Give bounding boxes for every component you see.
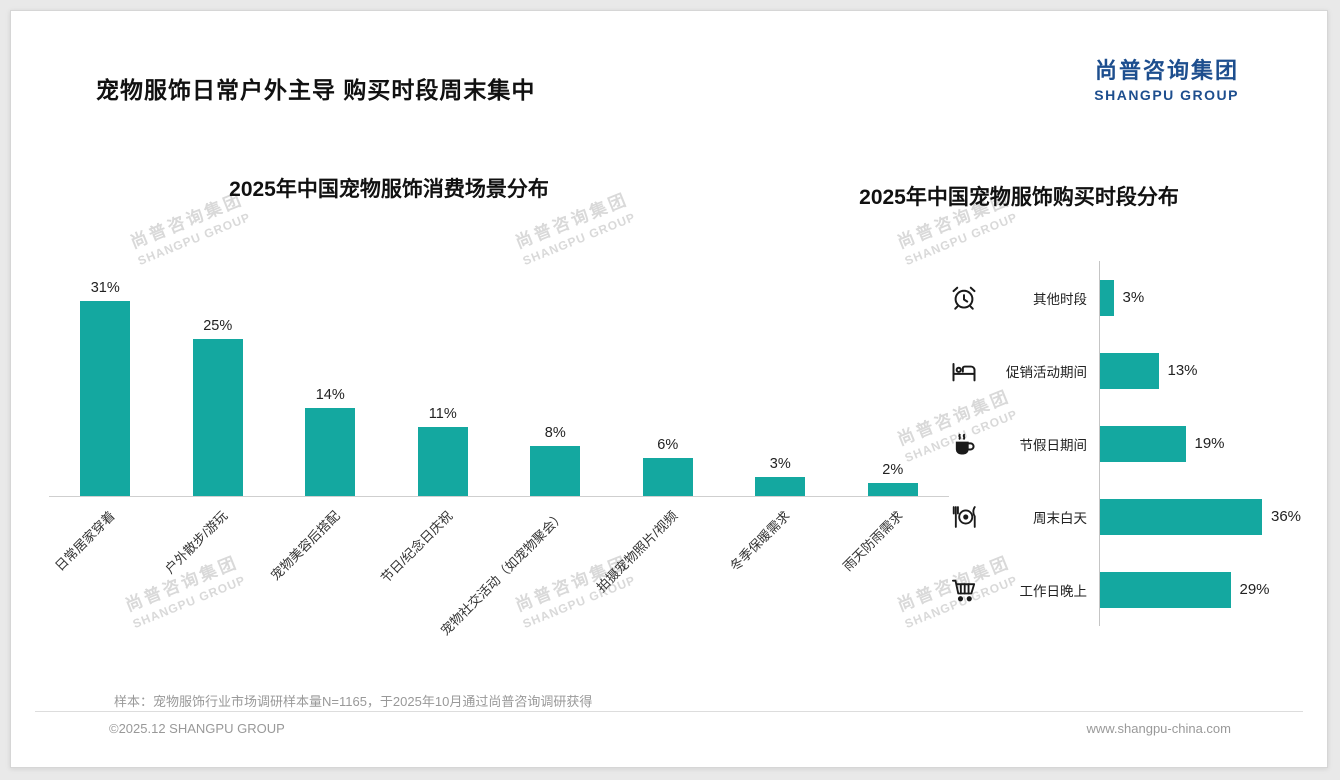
time-label: 周末白天 <box>1033 510 1087 526</box>
dining-plate-icon <box>941 503 987 531</box>
time-row: 节假日期间 19% <box>941 407 1313 480</box>
bar-value-label: 3% <box>1122 289 1145 306</box>
bar <box>417 426 468 496</box>
bar-value-label: 19% <box>1194 435 1225 452</box>
bar <box>530 445 581 496</box>
website-url: www.shangpu-china.com <box>1086 721 1231 736</box>
footer-divider <box>35 711 1303 712</box>
copyright-text: ©2025.12 SHANGPU GROUP <box>109 721 285 736</box>
bar <box>192 338 243 496</box>
category-label: 节日/纪念日庆祝 <box>377 508 456 586</box>
bar <box>642 458 693 496</box>
category-label: 日常居家穿着 <box>52 508 118 574</box>
category-label: 冬季保暖需求 <box>727 508 793 574</box>
bar-value-label: 2% <box>882 462 904 479</box>
scene-chart-title: 2025年中国宠物服饰消费场景分布 <box>229 178 549 201</box>
time-label: 其他时段 <box>1033 291 1087 307</box>
time-chart-rows: 其他时段 3% 促销活动期间 13% 节假日期间 19% 周末白天 36% 工作日晚上 29% <box>941 261 1313 626</box>
bar <box>1100 352 1159 389</box>
bar-value-label: 36% <box>1271 508 1302 525</box>
bar <box>1100 571 1231 608</box>
bar-group: 8% 宠物社交活动（如宠物聚会） <box>438 264 612 638</box>
coffee-cup-icon <box>941 430 987 458</box>
company-logo-cn: 尚普咨询集团 <box>1094 58 1239 83</box>
bar <box>755 477 806 496</box>
bar-group: 25% 户外散步/游玩 <box>162 264 275 576</box>
bar-group: 2% 雨天防雨需求 <box>837 264 950 574</box>
bar-value-label: 14% <box>315 386 345 403</box>
bar <box>867 483 918 496</box>
slide: 尚普咨询集团 SHANGPU GROUP 尚普咨询集团 SHANGPU GROU… <box>10 10 1328 768</box>
company-logo-en: SHANGPU GROUP <box>1094 87 1239 103</box>
time-label: 节假日期间 <box>1019 437 1088 453</box>
bar-area: 19% <box>1099 407 1313 480</box>
time-row: 其他时段 3% <box>941 261 1313 334</box>
bar-value-label: 6% <box>657 437 679 454</box>
page-title: 宠物服饰日常户外主导 购买时段周末集中 <box>96 77 536 103</box>
alarm-clock-icon <box>941 284 987 312</box>
bar-value-label: 3% <box>769 456 791 473</box>
bar-group: 31% 日常居家穿着 <box>49 264 162 574</box>
category-label: 宠物美容后搭配 <box>268 508 343 584</box>
category-label: 雨天防雨需求 <box>839 508 906 574</box>
time-label: 促销活动期间 <box>1006 364 1087 380</box>
bar-group: 14% 宠物美容后搭配 <box>268 264 387 583</box>
company-logo: 尚普咨询集团 SHANGPU GROUP <box>1094 53 1239 103</box>
bar <box>305 407 356 496</box>
bar-value-label: 11% <box>428 405 457 422</box>
bar-value-label: 31% <box>90 279 120 296</box>
bar-group: 6% 拍摄宠物照片/视频 <box>594 264 725 595</box>
bar-area: 13% <box>1099 334 1313 407</box>
bar-area: 29% <box>1099 553 1313 626</box>
bar <box>1100 425 1186 462</box>
bar <box>80 300 131 496</box>
bed-icon <box>941 357 987 385</box>
sample-footnote: 样本：宠物服饰行业市场调研样本量N=1165，于2025年10月通过尚普咨询调研… <box>114 694 593 709</box>
bar-group: 3% 冬季保暖需求 <box>724 264 837 574</box>
bar-value-label: 8% <box>544 424 566 441</box>
bar-area: 3% <box>1099 261 1313 334</box>
bar-value-label: 25% <box>203 317 233 334</box>
time-label: 工作日晚上 <box>1019 583 1088 599</box>
time-row: 工作日晚上 29% <box>941 553 1313 626</box>
bar-area: 36% <box>1099 480 1313 553</box>
bar-value-label: 13% <box>1167 362 1198 379</box>
bar <box>1100 498 1262 535</box>
bar <box>1100 279 1114 316</box>
scene-chart-bars: 31% 日常居家穿着 25% 户外散步/游玩 14% 宠物美容后搭配 11% 节日/纪念日庆祝… <box>49 264 950 638</box>
bar-value-label: 29% <box>1239 581 1270 598</box>
shopping-cart-icon <box>941 576 987 604</box>
time-row: 促销活动期间 13% <box>941 334 1313 407</box>
time-chart-title: 2025年中国宠物服饰购买时段分布 <box>859 186 1179 209</box>
time-row: 周末白天 36% <box>941 480 1313 553</box>
bar-group: 11% 节日/纪念日庆祝 <box>378 264 500 586</box>
